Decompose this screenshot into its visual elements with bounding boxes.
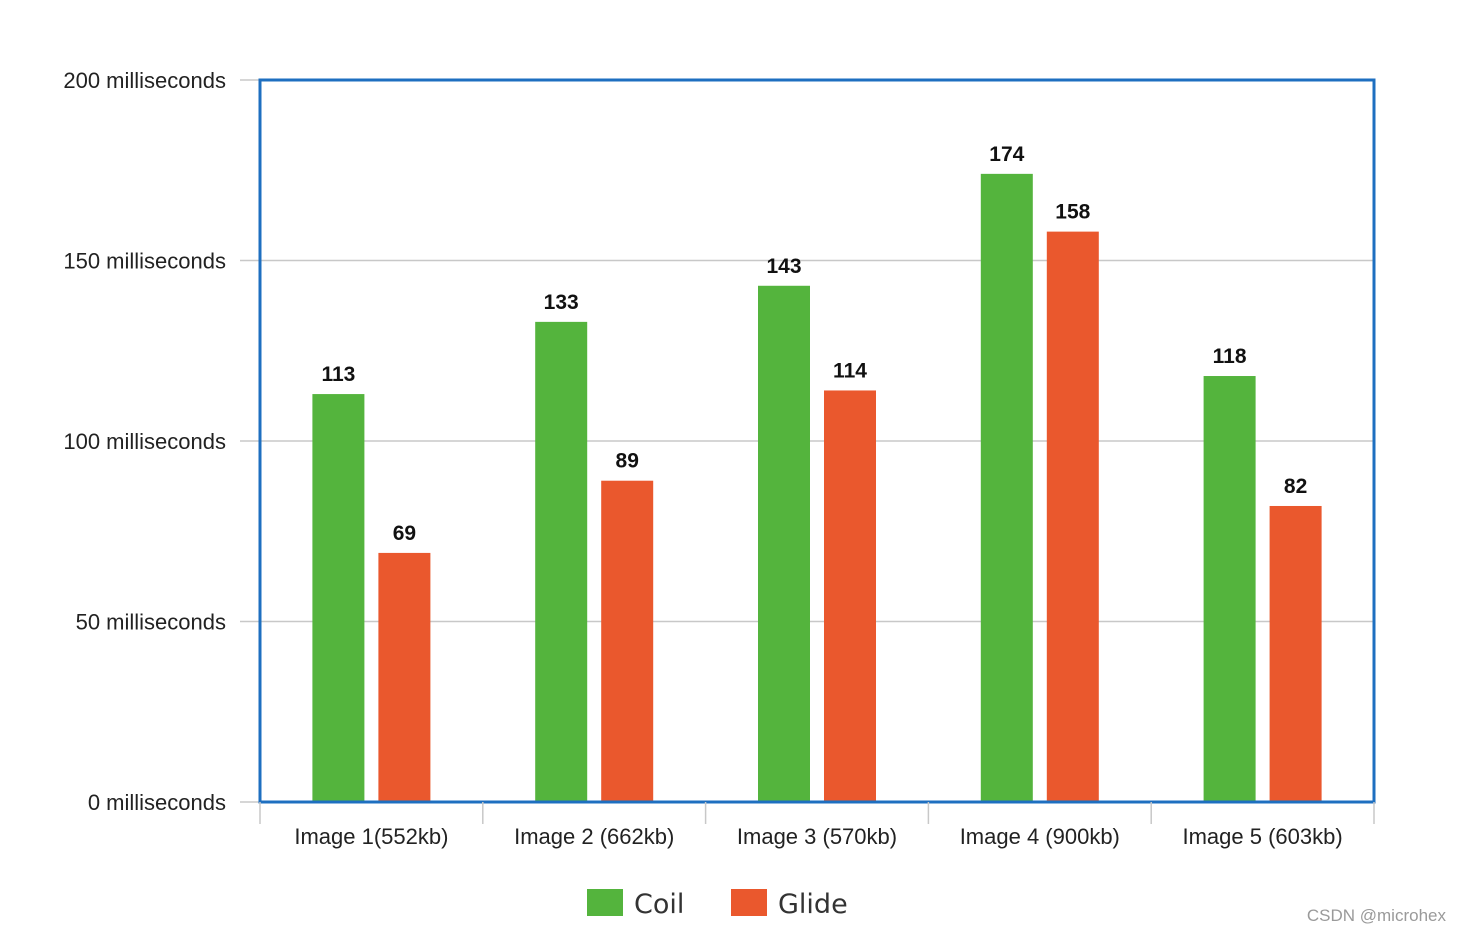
data-label: 143: [766, 255, 801, 278]
data-labels: 113 69 133 89 143 114 174 158 118 82: [321, 143, 1307, 545]
bar-coil: [312, 394, 365, 802]
bar-glide: [1046, 231, 1099, 802]
bars: [312, 173, 1322, 803]
data-label: 174: [989, 143, 1024, 166]
y-tick-label: 200 milliseconds: [63, 68, 226, 93]
data-label: 69: [393, 522, 416, 545]
bar-coil: [980, 173, 1033, 803]
watermark-text: CSDN @microhex: [1307, 906, 1447, 925]
x-category-label: Image 2 (662kb): [514, 824, 674, 849]
x-category-label: Image 3 (570kb): [737, 824, 897, 849]
bar-coil: [758, 285, 810, 802]
data-label: 133: [544, 291, 579, 314]
bar-coil: [535, 321, 588, 802]
bar-coil: [1203, 376, 1256, 802]
x-category-label: Image 5 (603kb): [1182, 824, 1342, 849]
plot-frame: [258, 78, 1376, 804]
bar-glide: [1269, 505, 1322, 802]
y-tick-label: 0 milliseconds: [88, 790, 226, 815]
data-label: 89: [616, 450, 639, 473]
y-axis: 0 milliseconds 50 milliseconds 100 millise…: [63, 68, 260, 815]
legend-label-glide: Glide: [778, 889, 848, 920]
legend-swatch-glide: [731, 889, 767, 916]
data-label: 118: [1213, 345, 1247, 368]
x-category-label: Image 1(552kb): [294, 824, 448, 849]
data-label: 114: [833, 359, 867, 382]
data-label: 82: [1284, 475, 1307, 498]
legend-label-coil: Coil: [634, 889, 684, 920]
bar-glide: [824, 390, 876, 802]
x-category-label: Image 4 (900kb): [960, 824, 1120, 849]
bar-glide: [378, 552, 431, 802]
y-tick-label: 100 milliseconds: [63, 429, 226, 454]
y-tick-label: 50 milliseconds: [76, 610, 226, 635]
data-label: 158: [1055, 201, 1090, 224]
data-label: 113: [321, 363, 355, 386]
y-tick-label: 150 milliseconds: [63, 249, 226, 274]
legend-swatch-coil: [587, 889, 623, 916]
legend: Coil Glide: [587, 889, 848, 920]
bar-glide: [601, 480, 654, 802]
x-axis: Image 1(552kb) Image 2 (662kb) Image 3 (57…: [259, 802, 1375, 849]
grid-lines: [260, 259, 1374, 623]
